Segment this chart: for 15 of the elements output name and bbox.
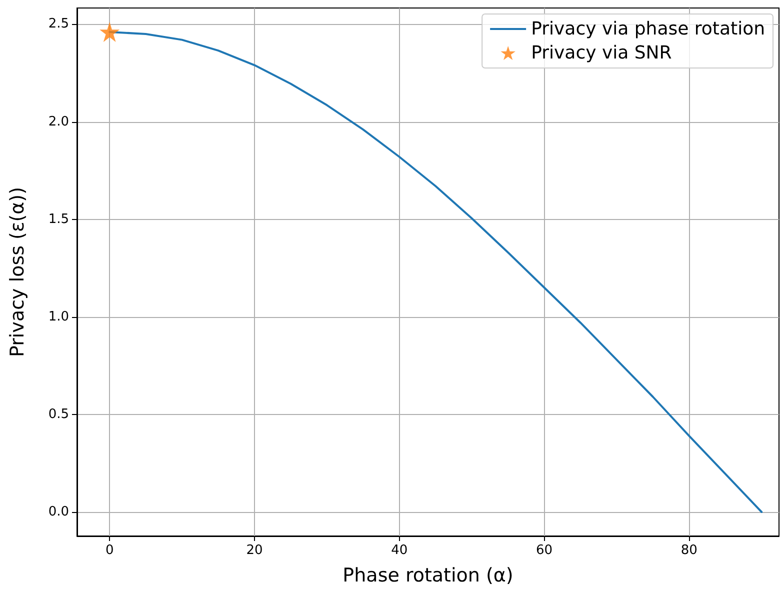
legend-label: Privacy via SNR	[531, 42, 672, 64]
x-tick-label: 60	[536, 543, 553, 558]
x-tick-label: 0	[105, 543, 114, 558]
x-axis-title: Phase rotation (α)	[342, 564, 514, 586]
x-tick-label: 80	[680, 543, 698, 558]
legend-label: Privacy via phase rotation	[531, 18, 765, 40]
y-tick-label: 1.0	[48, 309, 69, 324]
y-tick-label: 0.5	[48, 406, 69, 422]
x-tick-label: 20	[246, 543, 263, 558]
y-tick-label: 1.5	[48, 212, 69, 227]
y-tick-label: 2.5	[48, 16, 69, 32]
y-tick-label: 2.0	[48, 114, 69, 130]
y-axis-title: Privacy loss (ε(α))	[6, 186, 28, 358]
x-tick-label: 40	[391, 543, 408, 558]
y-tick-label: 0.0	[48, 504, 69, 520]
